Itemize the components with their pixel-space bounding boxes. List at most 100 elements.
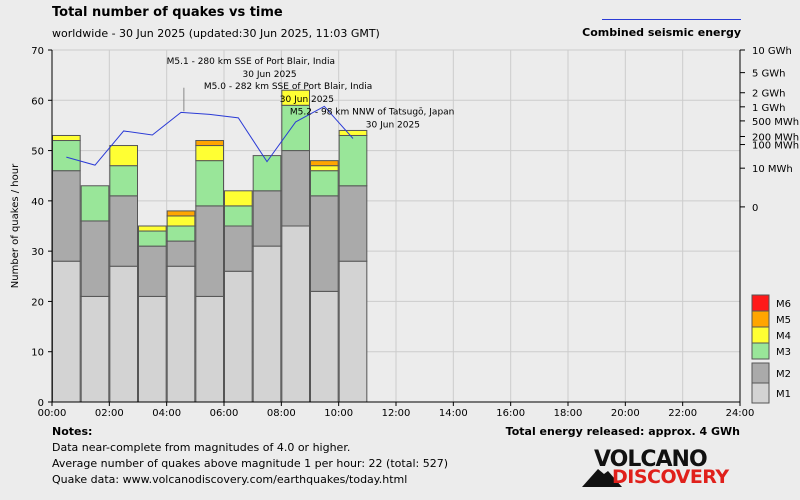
annotation-title: M5.0 - 282 km SSE of Port Blair, India <box>204 82 372 92</box>
legend-swatch-m4 <box>751 326 770 344</box>
energy-tick-label: 100 MWh <box>752 141 799 152</box>
bar-segment-m4 <box>109 145 139 167</box>
x-tick-label: 08:00 <box>267 408 296 419</box>
x-tick-label: 22:00 <box>668 408 697 419</box>
bar-segment-m3 <box>281 104 311 152</box>
legend-label-m5: M5 <box>776 315 791 326</box>
total-energy-text: Total energy released: approx. 4 GWh <box>505 425 740 438</box>
bar-segment-m1 <box>109 265 139 403</box>
volcanodiscovery-logo: VOLCANO DISCOVERY <box>582 447 729 489</box>
bar-segment-m2 <box>80 220 110 297</box>
legend-swatch-m6 <box>751 294 770 312</box>
bar-segment-m2 <box>252 190 282 247</box>
bar-segment-m2 <box>109 195 139 267</box>
bar-segment-m4 <box>310 165 339 172</box>
energy-tick-label: 5 GWh <box>752 69 786 80</box>
bar-segment-m1 <box>138 295 167 403</box>
bar-segment-m1 <box>252 245 282 403</box>
energy-tick-label: 0 <box>752 203 758 214</box>
x-tick-label: 12:00 <box>382 408 411 419</box>
quakes-chart: 0 10 20 30 40 50 60 70 00:00 02:00 04:00 06:00 08:00… <box>10 46 799 419</box>
energy-legend-line <box>602 19 741 20</box>
bar-segment-m5 <box>310 160 339 167</box>
x-tick-label: 14:00 <box>439 408 468 419</box>
bar-segment-m2 <box>310 195 339 292</box>
bar-segment-m5 <box>166 210 196 217</box>
bar-segment-m3 <box>310 170 339 197</box>
energy-tick-label: 2 GWh <box>752 89 786 100</box>
y-tick-label: 50 <box>31 147 44 158</box>
bar-segment-m4 <box>281 89 311 106</box>
y-tick-label: 40 <box>31 197 44 208</box>
legend-label-m3: M3 <box>776 347 791 358</box>
x-tick-label: 18:00 <box>554 408 583 419</box>
x-tick-label: 00:00 <box>38 408 67 419</box>
y-tick-label: 30 <box>31 247 44 258</box>
bar-segment-m3 <box>224 205 253 227</box>
bar-segment-m4 <box>224 190 253 207</box>
bar-segment-m1 <box>224 270 253 403</box>
bar-segment-m4 <box>166 215 196 227</box>
bar-segment-m1 <box>338 260 368 403</box>
energy-tick-label: 1 GWh <box>752 103 786 114</box>
bar-segment-m4 <box>195 145 224 162</box>
y-tick-label: 60 <box>31 96 44 107</box>
bar-segment-m3 <box>52 140 81 172</box>
legend-swatch-m1 <box>751 382 770 404</box>
annotation-date: 30 Jun 2025 <box>280 95 334 105</box>
bar-segment-m1 <box>195 295 224 403</box>
legend-label-m6: M6 <box>776 299 791 310</box>
legend-swatch-m5 <box>751 310 770 328</box>
x-tick-label: 10:00 <box>324 408 353 419</box>
bar-segment-m3 <box>195 160 224 207</box>
y-tick-label: 0 <box>38 398 44 409</box>
bar-segment-m4 <box>52 134 81 142</box>
bar-segment-m2 <box>338 185 368 262</box>
bar-segment-m2 <box>52 170 81 262</box>
bar-segment-m3 <box>338 134 368 187</box>
y-axis-label: Number of quakes / hour <box>10 163 21 288</box>
energy-legend-label: Combined seismic energy <box>582 26 741 39</box>
x-tick-label: 04:00 <box>152 408 181 419</box>
bar-segment-m4 <box>338 129 368 136</box>
x-tick-label: 24:00 <box>726 408 755 419</box>
x-tick-label: 20:00 <box>611 408 640 419</box>
bar-segment-m5 <box>195 140 224 147</box>
logo-text-top: VOLCANO <box>594 447 708 472</box>
energy-series-line <box>66 105 354 166</box>
note-line-3: Quake data: www.volcanodiscovery.com/ear… <box>52 473 408 486</box>
annotation-title: M5.1 - 280 km SSE of Port Blair, India <box>167 57 335 67</box>
volcano-mountain-icon <box>582 469 622 487</box>
y-tick-label: 20 <box>31 297 44 308</box>
legend-swatch-m3 <box>751 342 770 360</box>
bar-segment-m3 <box>138 230 167 247</box>
legend-swatch-m2 <box>751 362 770 384</box>
bar-segment-m2 <box>138 245 167 297</box>
legend-label-m1: M1 <box>776 389 791 400</box>
bar-segment-m1 <box>281 225 311 403</box>
bar-segment-m1 <box>166 265 196 403</box>
y-tick-label: 70 <box>31 46 44 57</box>
bar-segment-m2 <box>166 240 196 267</box>
annotation-date: 30 Jun 2025 <box>366 120 420 130</box>
energy-tick-label: 10 GWh <box>752 46 792 57</box>
bar-segment-m3 <box>166 225 196 242</box>
chart-title: Total number of quakes vs time <box>52 5 283 20</box>
y-tick-label: 10 <box>31 348 44 359</box>
x-tick-label: 16:00 <box>496 408 525 419</box>
bar-segment-m2 <box>195 205 224 297</box>
bar-segment-m1 <box>80 295 110 403</box>
energy-tick-label: 10 MWh <box>752 164 793 175</box>
energy-tick-label: 500 MWh <box>752 117 799 128</box>
bar-segment-m2 <box>224 225 253 272</box>
x-tick-label: 06:00 <box>210 408 239 419</box>
notes-title: Notes: <box>52 425 93 438</box>
annotation-title: M5.2 - 98 km NNW of Tatsugō, Japan <box>290 107 454 117</box>
bar-segment-m1 <box>310 290 339 403</box>
logo-text-bottom: DISCOVERY <box>612 466 729 488</box>
chart-subtitle: worldwide - 30 Jun 2025 (updated:30 Jun … <box>52 27 380 40</box>
note-line-1: Data near-complete from magnitudes of 4.… <box>52 441 351 454</box>
bar-segment-m1 <box>52 260 81 403</box>
legend-label-m4: M4 <box>776 331 791 342</box>
note-line-2: Average number of quakes above magnitude… <box>52 457 448 470</box>
